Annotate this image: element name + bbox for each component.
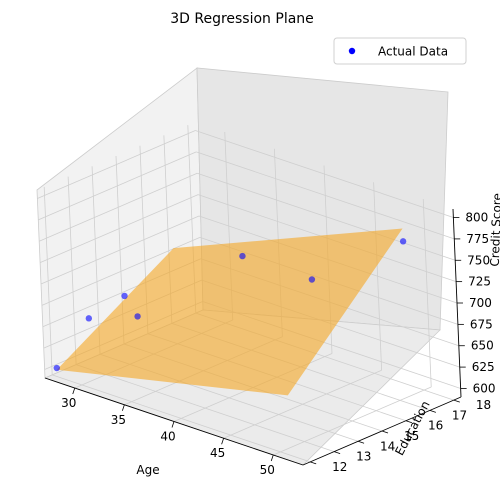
x-tick-label: 30 xyxy=(61,396,76,410)
y-tick-label: 17 xyxy=(452,408,467,422)
z-tick-label: 800 xyxy=(465,211,488,225)
grid-line-y-floor xyxy=(52,374,311,463)
z-tick-label: 650 xyxy=(471,339,494,353)
legend-label: Actual Data xyxy=(378,45,448,59)
data-point xyxy=(308,276,316,283)
grid-line-y-floor xyxy=(75,364,335,452)
y-tick-mark xyxy=(405,420,413,424)
x-tick-label: 40 xyxy=(160,430,175,444)
z-tick-label: 750 xyxy=(467,253,490,267)
tick-labels: 30 35 40 45 50 12 13 14 15 16 17 18 600 625 650 675 700 7… xyxy=(61,211,495,477)
legend-box xyxy=(333,37,467,65)
grid-line-z-side xyxy=(40,215,200,285)
x-tick-mark xyxy=(221,438,224,445)
data-point xyxy=(121,292,128,300)
chart-title: 3D Regression Plane xyxy=(170,11,314,27)
z-tick-label: 600 xyxy=(473,381,496,395)
x-axis-label: Age xyxy=(136,463,159,477)
legend-marker xyxy=(348,47,356,55)
y-tick-label: 16 xyxy=(428,419,443,433)
grid-line-z-side xyxy=(39,172,198,242)
y-tick-label: 12 xyxy=(332,460,347,474)
data-point xyxy=(239,252,246,260)
y-tick-label: 15 xyxy=(404,429,419,443)
grid-line-z-back xyxy=(196,151,455,240)
data-point xyxy=(53,364,60,372)
grid-line-z-side xyxy=(37,130,196,199)
x-tick-mark xyxy=(122,404,125,411)
regression-plane-layer xyxy=(56,228,403,396)
scatter-points xyxy=(53,238,407,372)
y-tick-label: 18 xyxy=(476,398,491,412)
y-axis-label: Education xyxy=(392,398,432,457)
data-point xyxy=(85,315,93,322)
x-tick-label: 45 xyxy=(210,446,225,460)
y-tick-mark xyxy=(453,399,460,403)
x-tick-mark xyxy=(72,387,76,395)
y-tick-mark xyxy=(429,410,437,413)
z-tick-label: 625 xyxy=(472,360,495,374)
x-tick-label: 35 xyxy=(111,413,126,427)
y-tick-mark xyxy=(381,430,389,434)
x-tick-mark xyxy=(171,421,175,428)
x-tick-mark xyxy=(270,454,274,462)
grid-line-z-side xyxy=(38,151,197,221)
z-tick-label: 725 xyxy=(468,275,491,289)
y-tick-mark xyxy=(310,461,317,465)
z-tick-label: 775 xyxy=(466,232,489,246)
grid-line-z-back xyxy=(195,130,454,218)
regression-plane xyxy=(56,228,403,396)
legend: Actual Data xyxy=(333,37,467,65)
y-tick-mark xyxy=(357,440,365,444)
y-tick-label: 14 xyxy=(380,439,395,453)
data-point xyxy=(134,313,141,320)
z-axis-label: Credit Score xyxy=(488,193,500,267)
grid-line-z-side xyxy=(39,194,199,264)
grid-line-z-back xyxy=(197,172,456,261)
x-tick-label: 50 xyxy=(260,463,275,477)
z-tick-label: 675 xyxy=(470,317,493,331)
y-tick-mark xyxy=(333,451,341,454)
y-tick-label: 13 xyxy=(356,450,371,464)
data-point xyxy=(399,238,407,245)
z-tick-label: 700 xyxy=(469,296,492,310)
